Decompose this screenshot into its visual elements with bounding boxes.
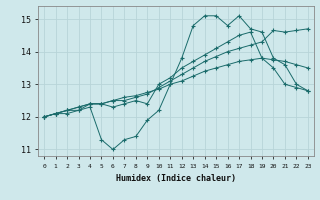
X-axis label: Humidex (Indice chaleur): Humidex (Indice chaleur) — [116, 174, 236, 183]
